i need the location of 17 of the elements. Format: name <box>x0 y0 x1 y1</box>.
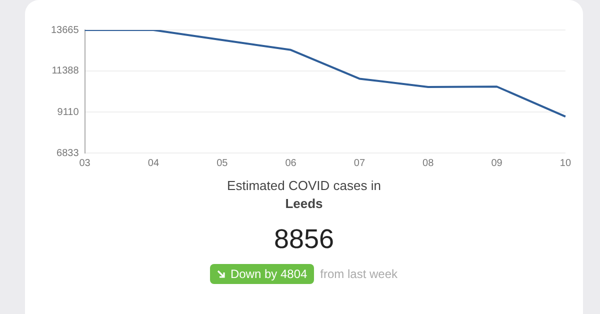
x-tick-label: 03 <box>79 158 91 169</box>
text: Leeds <box>284 196 324 211</box>
x-tick-label: 05 <box>216 158 228 169</box>
y-tick-label: 9110 <box>57 106 80 118</box>
x-tick-label: 07 <box>354 158 366 169</box>
y-tick-label: 11388 <box>52 66 80 77</box>
y-tick-label: 13665 <box>50 24 80 36</box>
text: 8856 <box>272 224 336 255</box>
text: Down by 4804 <box>230 267 308 281</box>
text: from last week <box>320 267 398 281</box>
x-tick-label: 10 <box>560 158 572 169</box>
x-tick-label: 08 <box>422 158 434 169</box>
x-tick-label: 06 <box>285 158 297 169</box>
x-tick-label: 09 <box>491 158 503 169</box>
x-tick-label: 04 <box>148 158 160 169</box>
y-tick-label: 6833 <box>56 148 80 159</box>
text: Estimated COVID cases in <box>226 178 382 193</box>
